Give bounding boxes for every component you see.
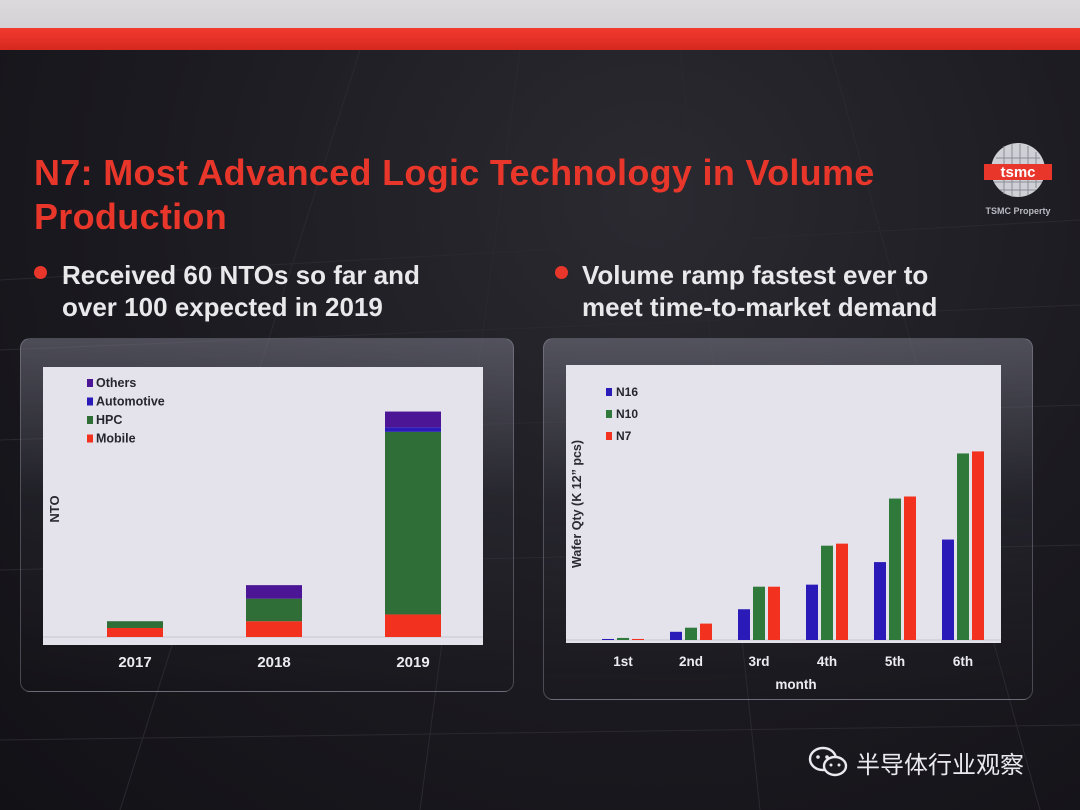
- legend-label-automotive: Automotive: [96, 395, 165, 409]
- slide-title-line-2: Production: [34, 196, 227, 237]
- bar-n16-2nd: [670, 631, 682, 640]
- logo-wordmark: tsmc: [1000, 164, 1035, 181]
- bar-n7-5th: [904, 496, 916, 640]
- x-tick-label-2017: 2017: [118, 654, 151, 671]
- x-tick-label-1st: 1st: [613, 654, 633, 669]
- legend-label-n16: N16: [616, 385, 638, 399]
- bar-hpc-2017: [107, 621, 163, 628]
- bullet-1-dot: [34, 266, 47, 279]
- legend-label-n10: N10: [616, 407, 638, 421]
- bullet-2-line-2: meet time-to-market demand: [582, 292, 938, 322]
- bar-mobile-2017: [107, 627, 163, 637]
- bar-n16-6th: [942, 539, 954, 640]
- x-tick-label-2nd: 2nd: [679, 654, 703, 669]
- x-tick-label-6th: 6th: [953, 654, 973, 669]
- bar-n16-1st: [602, 638, 614, 640]
- bullet-2-line-1: Volume ramp fastest ever to: [582, 260, 929, 290]
- legend-label-hpc: HPC: [96, 413, 122, 427]
- bullet-2-dot: [555, 266, 568, 279]
- bar-n16-5th: [874, 562, 886, 640]
- tsmc-logo: tsmc: [984, 143, 1052, 197]
- bar-n10-2nd: [685, 627, 697, 640]
- bar-others-2018: [246, 585, 302, 599]
- bullet-1-line-2: over 100 expected in 2019: [62, 292, 383, 322]
- top-red-bar: [0, 28, 1080, 50]
- logo-subtext: TSMC Property: [985, 206, 1051, 216]
- bar-others-2019: [385, 411, 441, 428]
- wechat-icon: [808, 746, 848, 777]
- bar-hpc-2018: [246, 598, 302, 622]
- x-tick-label-3rd: 3rd: [748, 654, 769, 669]
- watermark-text: 半导体行业观察: [856, 750, 1024, 779]
- bar-n10-1st: [617, 637, 629, 640]
- x-tick-label-5th: 5th: [885, 654, 905, 669]
- legend-swatch-n10: [606, 410, 612, 418]
- legend-swatch-automotive: [87, 397, 93, 406]
- watermark: 半导体行业观察: [808, 742, 1024, 782]
- bar-n7-1st: [632, 638, 644, 640]
- bar-n16-4th: [806, 584, 818, 640]
- bar-n10-3rd: [753, 586, 765, 640]
- legend-label-n7: N7: [616, 429, 632, 443]
- nto-chart-panel: 2017 2018 2019 NTO Others Automotive HPC Mobile: [20, 338, 514, 692]
- y-axis-label: NTO: [47, 495, 62, 522]
- legend-swatch-hpc: [87, 416, 93, 424]
- legend-swatch-n16: [606, 388, 612, 396]
- legend-label-mobile: Mobile: [96, 432, 136, 446]
- wafer-ramp-bar-chart: 1st 2nd 3rd 4th 5th 6th month Wafer Qty (K 12” …: [566, 365, 1001, 692]
- x-axis-label: month: [775, 677, 816, 692]
- bar-n7-6th: [972, 451, 984, 640]
- legend-swatch-others: [87, 379, 93, 387]
- wafer-ramp-chart-panel: 1st 2nd 3rd 4th 5th 6th month Wafer Qty (K 12” …: [543, 338, 1033, 700]
- legend-swatch-n7: [606, 432, 612, 440]
- bar-n10-6th: [957, 453, 969, 640]
- plot-background: [566, 365, 1001, 643]
- x-tick-label-2018: 2018: [257, 654, 290, 671]
- nto-stacked-bar-chart: 2017 2018 2019 NTO Others Automotive HPC Mobile: [43, 367, 483, 671]
- bar-n7-3rd: [768, 586, 780, 640]
- bullet-1-line-1: Received 60 NTOs so far and: [62, 260, 420, 290]
- bar-automotive-2019: [385, 427, 441, 432]
- x-tick-label-4th: 4th: [817, 654, 837, 669]
- slide-title-line-1: N7: Most Advanced Logic Technology in Vo…: [34, 152, 875, 193]
- legend-swatch-mobile: [87, 434, 93, 443]
- legend-label-others: Others: [96, 376, 136, 390]
- bar-mobile-2018: [246, 621, 302, 637]
- bar-n7-4th: [836, 543, 848, 640]
- bar-mobile-2019: [385, 614, 441, 637]
- x-tick-label-2019: 2019: [396, 654, 429, 671]
- y-axis-label: Wafer Qty (K 12” pcs): [570, 440, 584, 568]
- bar-n10-5th: [889, 498, 901, 640]
- bar-n10-4th: [821, 545, 833, 640]
- bar-n7-2nd: [700, 623, 712, 640]
- bar-hpc-2019: [385, 431, 441, 615]
- bar-n16-3rd: [738, 609, 750, 640]
